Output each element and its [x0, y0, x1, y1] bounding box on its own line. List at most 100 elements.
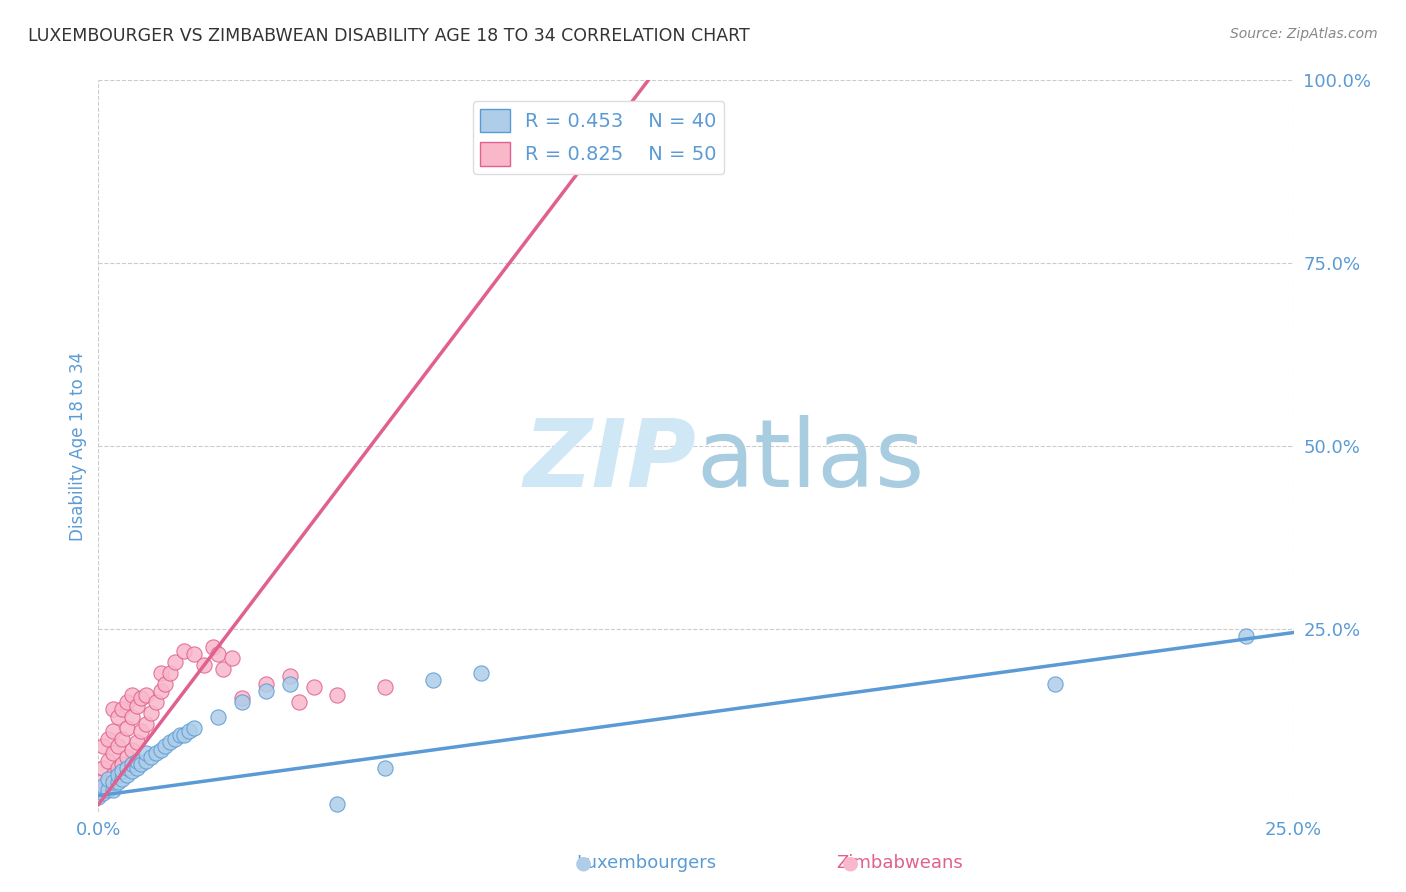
Text: Luxembourgers: Luxembourgers	[576, 855, 717, 872]
Point	[87, 775, 110, 789]
Legend: R = 0.453    N = 40, R = 0.825    N = 50: R = 0.453 N = 40, R = 0.825 N = 50	[472, 101, 724, 174]
Point	[111, 764, 134, 779]
Point	[87, 790, 110, 805]
Text: LUXEMBOURGER VS ZIMBABWEAN DISABILITY AGE 18 TO 34 CORRELATION CHART: LUXEMBOURGER VS ZIMBABWEAN DISABILITY AG…	[28, 27, 749, 45]
Point	[91, 739, 114, 753]
Point	[1043, 676, 1066, 690]
Point	[97, 782, 120, 797]
Point	[121, 764, 143, 779]
Point	[101, 724, 124, 739]
Point	[115, 768, 138, 782]
Point	[231, 695, 253, 709]
Point	[101, 775, 124, 789]
Point	[91, 761, 114, 775]
Point	[374, 761, 396, 775]
Point	[288, 695, 311, 709]
Text: ZIP: ZIP	[523, 415, 696, 507]
Point	[125, 698, 148, 713]
Point	[139, 706, 162, 720]
Text: Zimbabweans: Zimbabweans	[837, 855, 963, 872]
Point	[169, 728, 191, 742]
Point	[125, 754, 148, 768]
Point	[254, 684, 277, 698]
Point	[278, 669, 301, 683]
Point	[91, 782, 114, 797]
Y-axis label: Disability Age 18 to 34: Disability Age 18 to 34	[69, 351, 87, 541]
Point	[149, 684, 172, 698]
Point	[302, 681, 325, 695]
Point	[91, 779, 114, 793]
Point	[155, 739, 177, 753]
Point	[470, 665, 492, 680]
Point	[135, 746, 157, 760]
Point	[121, 742, 143, 756]
Point	[159, 735, 181, 749]
Point	[121, 757, 143, 772]
Text: ●: ●	[575, 854, 592, 872]
Point	[145, 695, 167, 709]
Point	[135, 688, 157, 702]
Point	[149, 742, 172, 756]
Point	[101, 768, 124, 782]
Point	[163, 655, 186, 669]
Text: atlas: atlas	[696, 415, 924, 507]
Point	[173, 728, 195, 742]
Point	[101, 702, 124, 716]
Point	[183, 648, 205, 662]
Point	[111, 702, 134, 716]
Point	[422, 673, 444, 687]
Point	[221, 651, 243, 665]
Point	[107, 775, 129, 789]
Point	[125, 735, 148, 749]
Point	[111, 772, 134, 786]
Point	[101, 746, 124, 760]
Point	[115, 721, 138, 735]
Point	[97, 731, 120, 746]
Point	[179, 724, 201, 739]
Point	[111, 757, 134, 772]
Point	[131, 691, 153, 706]
Text: ●: ●	[842, 854, 859, 872]
Point	[91, 787, 114, 801]
Point	[107, 768, 129, 782]
Point	[107, 739, 129, 753]
Point	[278, 676, 301, 690]
Point	[326, 688, 349, 702]
Point	[193, 658, 215, 673]
Point	[97, 775, 120, 789]
Point	[173, 644, 195, 658]
Point	[97, 772, 120, 786]
Point	[202, 640, 225, 655]
Point	[107, 761, 129, 775]
Point	[115, 695, 138, 709]
Point	[107, 709, 129, 723]
Point	[131, 724, 153, 739]
Point	[231, 691, 253, 706]
Point	[115, 761, 138, 775]
Point	[159, 665, 181, 680]
Point	[115, 749, 138, 764]
Point	[139, 749, 162, 764]
Point	[155, 676, 177, 690]
Point	[254, 676, 277, 690]
Point	[374, 681, 396, 695]
Point	[211, 662, 233, 676]
Point	[125, 761, 148, 775]
Point	[121, 709, 143, 723]
Point	[207, 709, 229, 723]
Point	[326, 797, 349, 812]
Point	[97, 754, 120, 768]
Point	[163, 731, 186, 746]
Point	[207, 648, 229, 662]
Point	[121, 688, 143, 702]
Point	[131, 757, 153, 772]
Point	[145, 746, 167, 760]
Point	[135, 717, 157, 731]
Point	[135, 754, 157, 768]
Point	[1234, 629, 1257, 643]
Point	[149, 665, 172, 680]
Point	[101, 782, 124, 797]
Point	[111, 731, 134, 746]
Point	[183, 721, 205, 735]
Text: Source: ZipAtlas.com: Source: ZipAtlas.com	[1230, 27, 1378, 41]
